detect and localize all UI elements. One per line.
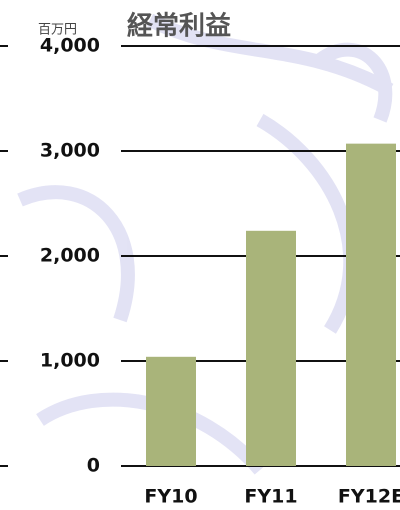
bar <box>246 230 296 466</box>
watermark <box>17 13 394 475</box>
y-tick-label: 4,000 <box>40 35 100 57</box>
y-tick-label: 1,000 <box>40 350 100 372</box>
y-tick-label: 3,000 <box>40 140 100 162</box>
x-tick-label: FY10 <box>144 486 197 508</box>
x-tick-label: FY12E <box>338 486 400 508</box>
y-tick-label: 0 <box>87 455 100 477</box>
y-tick-label: 2,000 <box>40 245 100 267</box>
x-tick-label: FY11 <box>244 486 297 508</box>
y-unit: 百万円 <box>38 23 77 38</box>
chart-title: 経常利益 <box>127 11 231 42</box>
bar <box>346 143 396 466</box>
bar <box>146 356 196 466</box>
